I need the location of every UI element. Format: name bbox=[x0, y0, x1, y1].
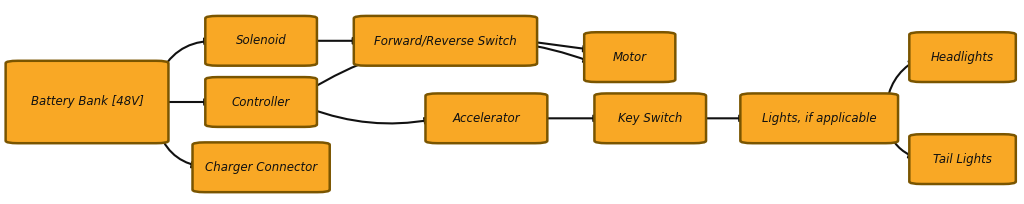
FancyBboxPatch shape bbox=[426, 93, 547, 143]
Text: Key Switch: Key Switch bbox=[618, 112, 682, 125]
Text: Controller: Controller bbox=[231, 95, 291, 109]
FancyBboxPatch shape bbox=[205, 16, 317, 66]
Text: Solenoid: Solenoid bbox=[236, 34, 287, 47]
FancyBboxPatch shape bbox=[594, 93, 707, 143]
Text: Forward/Reverse Switch: Forward/Reverse Switch bbox=[374, 34, 517, 47]
Text: Motor: Motor bbox=[612, 51, 647, 64]
Text: Accelerator: Accelerator bbox=[453, 112, 520, 125]
FancyBboxPatch shape bbox=[6, 61, 168, 143]
FancyBboxPatch shape bbox=[584, 32, 676, 82]
FancyBboxPatch shape bbox=[193, 142, 330, 192]
Text: Lights, if applicable: Lights, if applicable bbox=[762, 112, 877, 125]
Text: Headlights: Headlights bbox=[931, 51, 994, 64]
FancyBboxPatch shape bbox=[205, 77, 317, 127]
Text: Battery Bank [48V]: Battery Bank [48V] bbox=[31, 95, 143, 109]
FancyBboxPatch shape bbox=[354, 16, 537, 66]
FancyBboxPatch shape bbox=[909, 134, 1016, 184]
FancyBboxPatch shape bbox=[909, 32, 1016, 82]
FancyBboxPatch shape bbox=[740, 93, 898, 143]
Text: Tail Lights: Tail Lights bbox=[933, 153, 992, 166]
Text: Charger Connector: Charger Connector bbox=[205, 161, 317, 174]
